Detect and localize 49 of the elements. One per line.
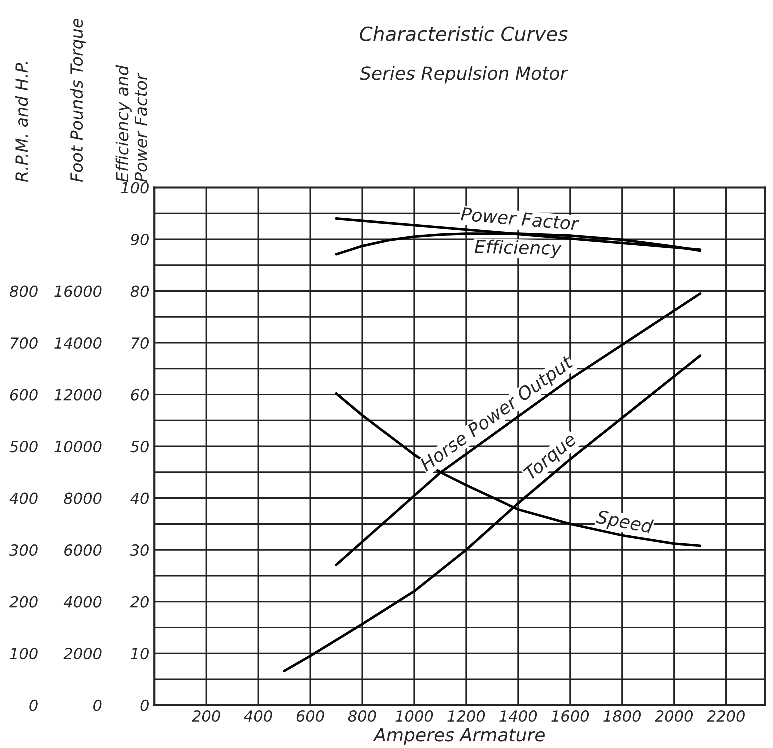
- chart-title: Characteristic Curves: [360, 26, 568, 42]
- x-tick-label: 2200: [706, 710, 745, 722]
- x-tick-label: 600: [296, 710, 324, 722]
- series-label: Power Factor: [460, 207, 580, 231]
- y3-tick-label: 600: [10, 389, 38, 401]
- y3-tick-label: 200: [10, 596, 38, 608]
- y3-tick-label: 0: [30, 700, 38, 712]
- text: Speed: [595, 509, 654, 538]
- x-tick-label: 1200: [448, 710, 486, 722]
- y3-tick-label: 700: [10, 338, 38, 350]
- y3-tick-label: 500: [10, 441, 38, 453]
- y3-axis-title: R.P.M. and H.P.: [15, 62, 28, 182]
- y-tick-label: 0: [140, 700, 149, 712]
- y-tick-label: 80: [130, 286, 149, 298]
- y3-tick-label: 300: [9, 544, 38, 556]
- x-tick-label: 1000: [396, 710, 434, 722]
- y2-tick-label: 12000: [54, 389, 102, 401]
- y2-tick-label: 4000: [64, 596, 102, 608]
- y2-tick-label: 16000: [54, 286, 102, 298]
- y-tick-label: 30: [130, 544, 149, 556]
- x-tick-label: 1400: [500, 710, 538, 722]
- y2-tick-label: 0: [94, 700, 102, 712]
- series-label: Efficiency: [474, 239, 562, 259]
- x-tick-label: 400: [244, 710, 272, 722]
- y-tick-label: 100: [121, 182, 149, 194]
- y-axis-title: Efficiency and Power Factor: [116, 65, 148, 182]
- y2-tick-label: 6000: [64, 544, 102, 556]
- x-tick-label: 2000: [654, 710, 693, 722]
- y2-axis-title: Foot Pounds Torque: [70, 19, 86, 182]
- x-tick-label: 800: [348, 710, 376, 722]
- y-tick-label: 60: [131, 389, 149, 401]
- y3-tick-label: 800: [10, 286, 38, 298]
- y-tick-label: 90: [130, 234, 149, 246]
- y-tick-label: 10: [131, 648, 149, 660]
- y2-tick-label: 2000: [64, 648, 102, 660]
- chart-subtitle: Series Repulsion Motor: [360, 66, 569, 84]
- y2-tick-label: 14000: [54, 338, 102, 350]
- y2-tick-label: 10000: [54, 441, 102, 453]
- x-tick-label: 1600: [552, 710, 590, 722]
- y3-tick-label: 100: [10, 648, 38, 660]
- x-tick-label: 200: [192, 710, 220, 722]
- y3-tick-label: 400: [10, 492, 38, 504]
- y-tick-label: 70: [132, 338, 149, 350]
- x-tick-label: 1800: [604, 710, 642, 722]
- y-tick-label: 50: [130, 441, 149, 453]
- y2-tick-label: 8000: [64, 492, 102, 504]
- y-tick-label: 40: [130, 492, 149, 504]
- y-tick-label: 20: [130, 596, 149, 608]
- x-axis-title: Amperes Armature: [373, 728, 545, 746]
